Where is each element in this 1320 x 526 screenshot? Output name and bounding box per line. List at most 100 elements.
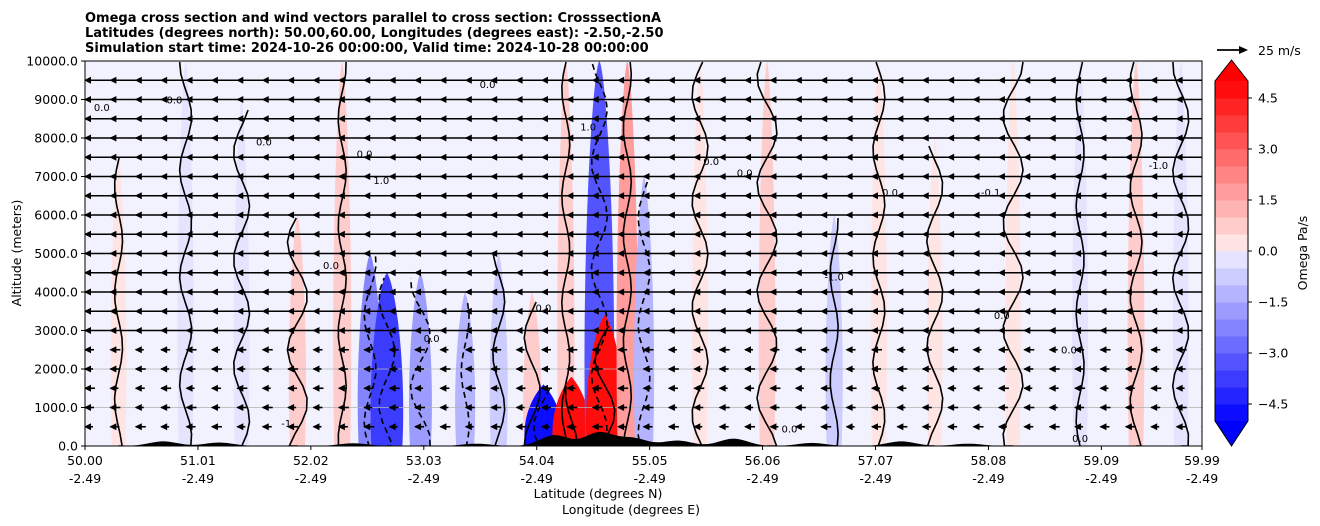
wind-vector-head-icon	[1099, 250, 1107, 257]
wind-vector-head-icon	[540, 173, 548, 180]
wind-vector-head-icon	[464, 365, 472, 373]
wind-vector-head-icon	[540, 288, 548, 296]
wind-vector-head-icon	[388, 307, 396, 315]
wind-vector-head-icon	[515, 115, 523, 123]
wind-vector-head-icon	[972, 346, 980, 354]
wind-vector-head-icon	[1048, 153, 1056, 161]
chart-title-line-1: Omega cross section and wind vectors par…	[85, 11, 661, 26]
wind-vector-head-icon	[667, 423, 675, 431]
wind-vector-head-icon	[185, 288, 193, 296]
wind-vector-head-icon	[566, 230, 574, 238]
wind-vector-head-icon	[337, 96, 345, 103]
wind-vector-head-icon	[210, 384, 218, 392]
wind-vector-head-icon	[1074, 250, 1082, 257]
wind-vector-head-icon	[693, 307, 701, 315]
wind-vector-head-icon	[388, 153, 396, 161]
wind-vector-head-icon	[388, 327, 396, 334]
wind-vector-head-icon	[617, 250, 625, 257]
wind-vector-head-icon	[312, 365, 320, 373]
wind-vector-head-icon	[210, 346, 218, 354]
wind-vector-head-icon	[439, 250, 447, 257]
wind-vector-head-icon	[820, 404, 828, 411]
wind-vector-head-icon	[718, 211, 726, 219]
wind-vector-head-icon	[997, 250, 1005, 257]
wind-vector-head-icon	[769, 115, 777, 123]
wind-vector-head-icon	[718, 230, 726, 238]
wind-vector-head-icon	[1099, 404, 1107, 411]
wind-vector-head-icon	[667, 76, 675, 84]
omega-contour-16	[622, 61, 633, 446]
wind-vector-head-icon	[1074, 307, 1082, 315]
wind-vector-head-icon	[718, 404, 726, 411]
wind-vector-head-icon	[1150, 307, 1158, 315]
wind-vector-head-icon	[744, 327, 752, 334]
wind-vector-head-icon	[718, 307, 726, 315]
wind-vector-head-icon	[667, 327, 675, 334]
x-tick-label-lon-0: -2.49	[69, 471, 101, 486]
wind-vector-head-icon	[261, 211, 269, 219]
wind-vector-head-icon	[85, 288, 91, 296]
colorbar-segment-11	[1215, 217, 1248, 235]
wind-vector-head-icon	[160, 269, 168, 277]
wind-vector-head-icon	[160, 211, 168, 219]
wind-vector-head-icon	[388, 365, 396, 373]
wind-vector-head-icon	[1099, 76, 1107, 84]
wind-vector-head-icon	[617, 192, 625, 200]
x-tick-label-lat-0: 50.00	[67, 453, 103, 468]
wind-vector-head-icon	[85, 173, 91, 180]
wind-vector-head-icon	[464, 346, 472, 354]
wind-vector-head-icon	[1074, 346, 1082, 354]
wind-vector-head-icon	[464, 192, 472, 200]
wind-vector-head-icon	[870, 307, 878, 315]
wind-vector-head-icon	[160, 250, 168, 257]
wind-vector-head-icon	[439, 173, 447, 180]
wind-vector-head-icon	[845, 288, 853, 296]
omega-contour-17	[637, 181, 651, 446]
wind-vector-head-icon	[566, 288, 574, 296]
wind-vector-head-icon	[997, 307, 1005, 315]
wind-vector-head-icon	[1150, 192, 1158, 200]
wind-vector-head-icon	[820, 192, 828, 200]
wind-vector-head-icon	[997, 115, 1005, 123]
wind-vector-head-icon	[1023, 404, 1031, 411]
wind-vector-head-icon	[134, 76, 142, 84]
wind-vector-head-icon	[337, 250, 345, 257]
wind-vector-head-icon	[896, 115, 904, 123]
wind-vector-head-icon	[1074, 153, 1082, 161]
wind-vector-head-icon	[566, 307, 574, 315]
omega-contour-21	[872, 61, 886, 446]
wind-vector-head-icon	[464, 96, 472, 103]
wind-vector-head-icon	[591, 173, 599, 180]
wind-vector-head-icon	[134, 346, 142, 354]
wind-vector-head-icon	[261, 327, 269, 334]
wind-vector-head-icon	[287, 307, 295, 315]
wind-vector-head-icon	[794, 404, 802, 411]
x-tick-label-lat-2: 52.02	[293, 453, 329, 468]
contour-label-17: -1.0	[1149, 161, 1169, 172]
wind-vector-head-icon	[642, 96, 650, 103]
wind-vector-head-icon	[617, 423, 625, 431]
wind-vector-head-icon	[490, 173, 498, 180]
wind-vector-head-icon	[160, 384, 168, 392]
wind-vector-head-icon	[642, 230, 650, 238]
contour-label-4: 0.0	[357, 149, 373, 160]
wind-vector-head-icon	[515, 134, 523, 142]
wind-vector-head-icon	[540, 307, 548, 315]
wind-vector-head-icon	[845, 153, 853, 161]
omega-contour-layer	[113, 61, 1190, 446]
wind-vector-head-icon	[947, 384, 955, 392]
wind-vector-head-icon	[337, 327, 345, 334]
wind-vector-head-icon	[1099, 192, 1107, 200]
x-tick-label-lat-5: 55.05	[632, 453, 668, 468]
wind-vector-head-icon	[667, 346, 675, 354]
wind-vector-head-icon	[617, 365, 625, 373]
wind-vector-head-icon	[337, 173, 345, 180]
wind-vector-head-icon	[744, 307, 752, 315]
colorbar: −4.5 −3.0 −1.5 0.0 1.5 3.0 4.5	[1214, 59, 1288, 447]
wind-vector-head-icon	[134, 307, 142, 315]
omega-band-7	[408, 272, 432, 446]
wind-vector-head-icon	[972, 115, 980, 123]
wind-vector-head-icon	[693, 423, 701, 431]
omega-band-13	[552, 376, 591, 446]
wind-vector-head-icon	[997, 211, 1005, 219]
